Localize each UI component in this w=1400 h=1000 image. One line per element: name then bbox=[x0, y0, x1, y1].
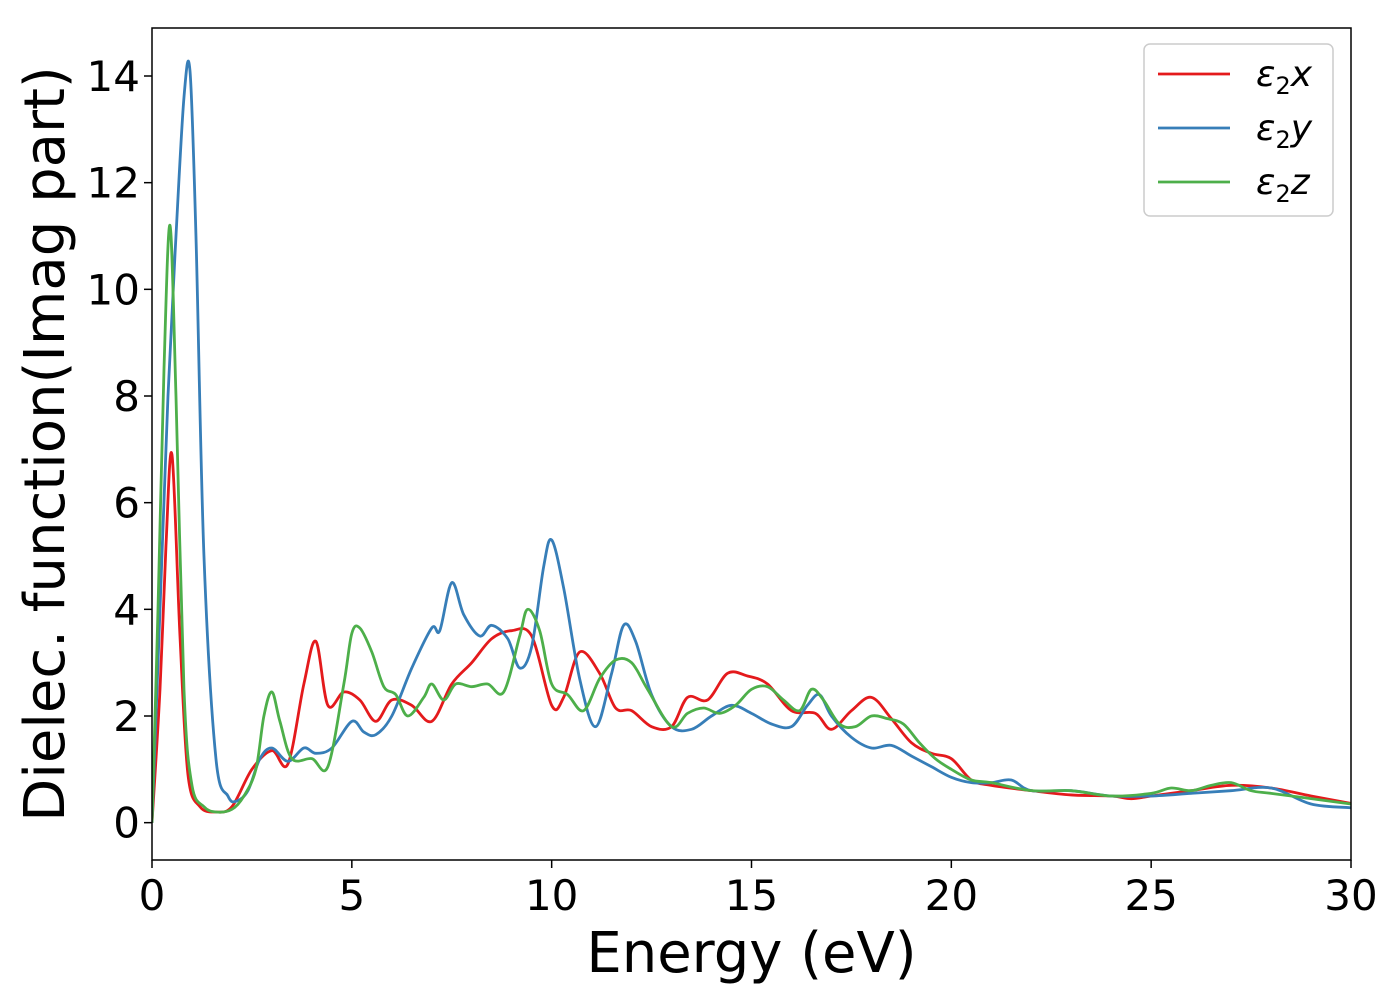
x-tick-label: 5 bbox=[338, 871, 365, 920]
series-line-x bbox=[152, 451, 1351, 823]
x-axis-label: Energy (eV) bbox=[586, 921, 916, 986]
x-tick-label: 30 bbox=[1324, 871, 1377, 920]
x-tick-label: 15 bbox=[725, 871, 778, 920]
x-tick-label: 25 bbox=[1124, 871, 1177, 920]
y-tick-label: 4 bbox=[113, 585, 140, 634]
legend-label-x: ε2x bbox=[1256, 54, 1313, 100]
series-line-z bbox=[152, 223, 1351, 823]
legend-label-z: ε2z bbox=[1256, 162, 1311, 208]
x-tick-label: 10 bbox=[525, 871, 578, 920]
y-tick-label: 12 bbox=[87, 159, 140, 208]
legend-label-y: ε2y bbox=[1256, 108, 1313, 154]
x-tick-label: 0 bbox=[139, 871, 166, 920]
y-tick-label: 2 bbox=[113, 692, 140, 741]
y-tick-label: 14 bbox=[87, 52, 140, 101]
axis-ticks: 0 5 10 15 20 25 30 0 2 4 6 8 10 12 14 bbox=[87, 52, 1378, 920]
series-layer bbox=[152, 59, 1351, 823]
legend: ε2x ε2y ε2z bbox=[1143, 43, 1334, 217]
x-tick-label: 20 bbox=[925, 871, 978, 920]
y-tick-label: 0 bbox=[113, 799, 140, 848]
legend-box bbox=[1143, 43, 1334, 217]
y-tick-label: 10 bbox=[87, 265, 140, 314]
series-line-y bbox=[152, 59, 1351, 823]
y-tick-label: 8 bbox=[113, 372, 140, 421]
y-tick-label: 6 bbox=[113, 479, 140, 528]
y-axis-label: Dielec. function(Imag part) bbox=[13, 66, 78, 822]
